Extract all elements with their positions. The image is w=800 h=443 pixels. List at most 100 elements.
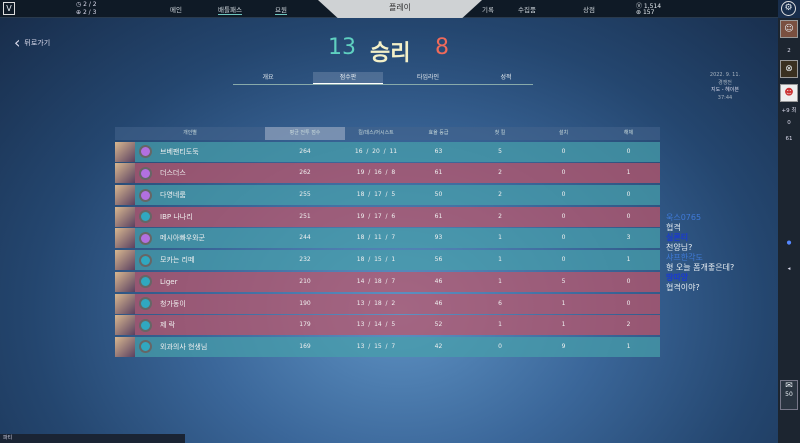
mail-count: 50 bbox=[785, 391, 793, 398]
table-row[interactable]: IBP 나나리 251 19 / 17 / 6 61 2 0 0 bbox=[115, 206, 660, 227]
plants: 9 bbox=[561, 342, 566, 350]
first-kills: 0 bbox=[498, 342, 502, 350]
kda: 13 / 18 / 2 bbox=[356, 299, 396, 307]
mail-button[interactable]: ✉ 50 bbox=[780, 380, 798, 410]
table-row[interactable]: 메시아빠우와군 244 18 / 11 / 7 93 1 0 3 bbox=[115, 228, 660, 249]
back-button[interactable]: ‹ 뒤로가기 bbox=[14, 33, 51, 52]
agent-portrait bbox=[115, 336, 135, 357]
plants: 1 bbox=[561, 321, 566, 329]
acs: 190 bbox=[299, 299, 311, 307]
nav-store[interactable]: 상점 bbox=[583, 6, 595, 14]
nav-career[interactable]: 기록 bbox=[482, 6, 494, 14]
chat-username[interactable]: 땅따앙 bbox=[666, 273, 689, 282]
valorant-logo-icon[interactable]: V bbox=[3, 2, 15, 15]
efficiency: 61 bbox=[434, 212, 443, 220]
tab-scoreboard[interactable]: 점수판 bbox=[313, 72, 383, 84]
party-bar[interactable]: 파티 bbox=[0, 434, 185, 443]
agent-portrait bbox=[115, 228, 135, 249]
acs: 244 bbox=[299, 234, 311, 242]
kda: 13 / 15 / 7 bbox=[356, 342, 396, 350]
player-card-icon[interactable]: ⊗ bbox=[780, 60, 798, 78]
kda: 19 / 17 / 6 bbox=[356, 212, 396, 220]
nav-collection[interactable]: 수집품 bbox=[518, 6, 536, 14]
friends-count: 61 bbox=[785, 136, 793, 142]
own-avatar[interactable]: ☻ bbox=[780, 84, 798, 102]
rank-icon bbox=[139, 253, 152, 267]
agent-portrait bbox=[115, 250, 135, 271]
notification-badge-icon[interactable]: ● bbox=[786, 240, 792, 246]
acs: 169 bbox=[299, 342, 311, 350]
table-row[interactable]: 브베팬티도둑 264 16 / 20 / 11 63 5 0 0 bbox=[115, 141, 660, 162]
table-header: 개인별 평균 전투 점수 킬/데스/어시스트 효율 등급 첫 킬 설치 해체 bbox=[115, 127, 660, 140]
table-row[interactable]: 외과의사 현생님 169 13 / 15 / 7 42 0 9 1 bbox=[115, 336, 660, 357]
nav-agents[interactable]: 요원 bbox=[275, 6, 287, 15]
efficiency: 63 bbox=[434, 147, 443, 155]
enemy-score: 8 bbox=[435, 35, 449, 60]
defuses: 2 bbox=[626, 321, 631, 329]
player-name: 청가동이 bbox=[160, 299, 186, 308]
first-kills: 1 bbox=[498, 256, 502, 264]
nav-main[interactable]: 메인 bbox=[170, 6, 182, 14]
first-kills: 1 bbox=[498, 277, 502, 285]
chat-username[interactable]: 욱스0765 bbox=[666, 213, 702, 222]
chat-username[interactable]: 샤프한각도 bbox=[666, 253, 703, 262]
top-bar: V ◷ 2 / 2 ⊕ 2 / 3 메인 배틀패스 요원 플레이 기록 수집품 … bbox=[0, 0, 778, 18]
plants: 1 bbox=[561, 299, 566, 307]
kda: 14 / 18 / 7 bbox=[356, 277, 396, 285]
kda: 18 / 15 / 1 bbox=[356, 256, 396, 264]
player-name: 모카는 리떼 bbox=[160, 256, 195, 265]
kda: 16 / 20 / 11 bbox=[354, 147, 398, 155]
plants: 0 bbox=[561, 234, 566, 242]
defuses: 0 bbox=[626, 212, 631, 220]
agent-portrait bbox=[115, 206, 135, 227]
player-name: 브베팬티도둑 bbox=[160, 147, 199, 156]
vp-balance: Ⓥ 1,514 bbox=[636, 3, 662, 10]
tab-performance[interactable]: 성적 bbox=[500, 74, 512, 81]
rank-icon bbox=[139, 188, 152, 202]
table-row[interactable]: 청가동이 190 13 / 18 / 2 46 6 1 0 bbox=[115, 293, 660, 314]
agent-portrait bbox=[115, 315, 135, 336]
player-name: IBP 나나리 bbox=[160, 212, 193, 221]
scoreboard-table: 개인별 평균 전투 점수 킬/데스/어시스트 효율 등급 첫 킬 설치 해체 브… bbox=[115, 127, 660, 357]
plants: 5 bbox=[561, 277, 566, 285]
social-sidebar: ☺ 2 ⊗ ☻ +9 최 0 61 ● ◂ bbox=[778, 18, 800, 443]
table-row[interactable]: 다영네룸 255 18 / 17 / 5 50 2 0 0 bbox=[115, 185, 660, 206]
agent-portrait bbox=[115, 141, 135, 162]
plants: 0 bbox=[561, 169, 566, 177]
defuses: 3 bbox=[626, 234, 631, 242]
agent-portrait bbox=[115, 271, 135, 292]
agent-portrait bbox=[115, 293, 135, 314]
defuses: 0 bbox=[626, 147, 631, 155]
sound-icon[interactable]: ◂ bbox=[787, 266, 791, 272]
chat-log: 욱스0765 협격 실론티 천양님? 샤프한각도 형 오늘 폼개좋은데? 땅따앙 협격이야? bbox=[666, 213, 734, 293]
player-name: 더스더스 bbox=[160, 169, 186, 178]
kda: 18 / 17 / 5 bbox=[356, 191, 396, 199]
rank-icon bbox=[139, 166, 152, 180]
plants: 0 bbox=[561, 212, 566, 220]
table-row[interactable]: 더스더스 262 19 / 16 / 8 61 2 0 1 bbox=[115, 163, 660, 184]
mail-icon: ✉ bbox=[785, 381, 793, 391]
friend-avatar[interactable]: ☺ bbox=[780, 20, 798, 38]
efficiency: 50 bbox=[434, 191, 443, 199]
rank-icon bbox=[139, 210, 152, 224]
settings-gear-icon[interactable]: ⚙ bbox=[781, 1, 796, 16]
tab-timeline[interactable]: 타임라인 bbox=[416, 74, 440, 81]
result-label: 승리 bbox=[370, 41, 411, 66]
chat-message: 천양님? bbox=[666, 243, 693, 252]
table-row[interactable]: 제 락 179 13 / 14 / 5 52 1 1 2 bbox=[115, 315, 660, 336]
play-button[interactable]: 플레이 bbox=[318, 0, 482, 18]
chat-username[interactable]: 실론티 bbox=[666, 233, 689, 242]
nav-battlepass[interactable]: 배틀패스 bbox=[218, 6, 242, 15]
tab-overview[interactable]: 개요 bbox=[262, 74, 274, 81]
efficiency: 46 bbox=[434, 299, 443, 307]
defuses: 0 bbox=[626, 191, 631, 199]
party-count: 2 bbox=[787, 48, 791, 54]
player-name: 외과의사 현생님 bbox=[160, 342, 208, 351]
table-row[interactable]: 모카는 리떼 232 18 / 15 / 1 56 1 0 1 bbox=[115, 250, 660, 271]
rank-icon bbox=[139, 297, 152, 310]
acs: 179 bbox=[299, 321, 311, 329]
agent-portrait bbox=[115, 163, 135, 184]
player-name: 제 락 bbox=[160, 321, 176, 330]
table-row[interactable]: Liger 210 14 / 18 / 7 46 1 5 0 bbox=[115, 271, 660, 292]
acs: 210 bbox=[299, 277, 311, 285]
